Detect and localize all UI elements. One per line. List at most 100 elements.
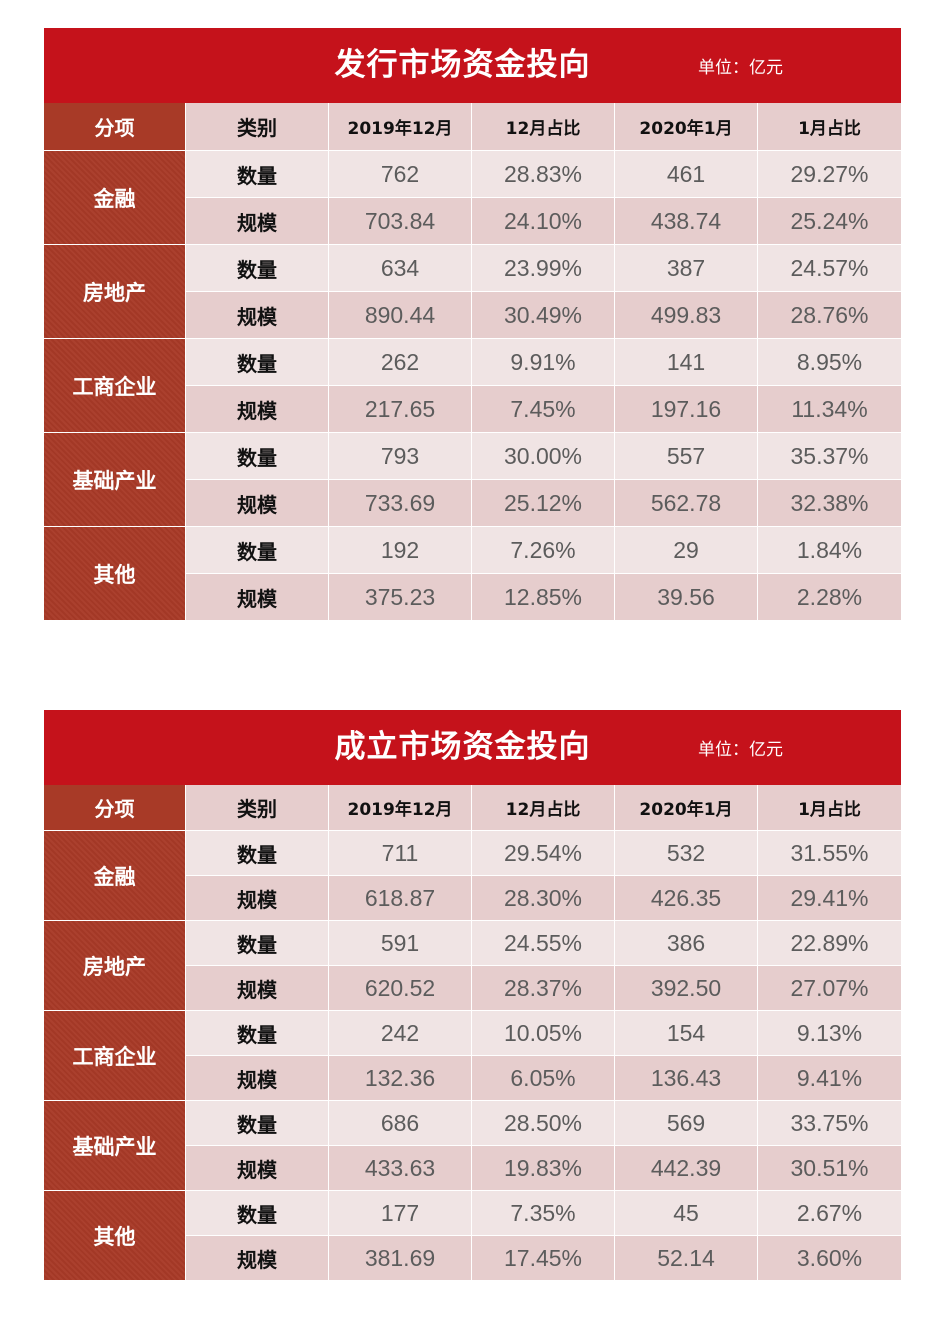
value-cell: 27.07% <box>758 966 901 1011</box>
kind-cell: 数量 <box>186 831 329 876</box>
unit-label: 单位：亿元 <box>698 58 783 78</box>
value-cell: 29.41% <box>758 876 901 921</box>
table-grid: 分项 类别 2019年12月 12月占比 2020年1月 1月占比 金融 数量 711 29.54… <box>44 785 901 1281</box>
value-cell: 686 <box>329 1101 472 1146</box>
value-cell: 711 <box>329 831 472 876</box>
value-cell: 532 <box>615 831 758 876</box>
value-cell: 426.35 <box>615 876 758 921</box>
value-cell: 39.56 <box>615 574 758 621</box>
column-header: 1月占比 <box>758 103 901 151</box>
value-cell: 29.54% <box>472 831 615 876</box>
table-grid: 分项 类别 2019年12月 12月占比 2020年1月 1月占比 金融 数量 762 28.83… <box>44 103 901 621</box>
value-cell: 890.44 <box>329 292 472 339</box>
value-cell: 557 <box>615 433 758 480</box>
value-cell: 12.85% <box>472 574 615 621</box>
value-cell: 28.37% <box>472 966 615 1011</box>
value-cell: 7.35% <box>472 1191 615 1236</box>
value-cell: 9.13% <box>758 1011 901 1056</box>
kind-cell: 规模 <box>186 966 329 1011</box>
value-cell: 217.65 <box>329 386 472 433</box>
value-cell: 703.84 <box>329 198 472 245</box>
kind-cell: 规模 <box>186 480 329 527</box>
value-cell: 197.16 <box>615 386 758 433</box>
value-cell: 45 <box>615 1191 758 1236</box>
table-title: 发行市场资金投向 <box>334 47 591 83</box>
value-cell: 386 <box>615 921 758 966</box>
value-cell: 136.43 <box>615 1056 758 1101</box>
value-cell: 24.55% <box>472 921 615 966</box>
category-cell: 其他 <box>44 1191 186 1281</box>
column-header: 类别 <box>186 103 329 151</box>
kind-cell: 数量 <box>186 1191 329 1236</box>
table-title-bar: 发行市场资金投向 单位：亿元 <box>44 28 901 103</box>
category-cell: 房地产 <box>44 921 186 1011</box>
category-cell: 其他 <box>44 527 186 621</box>
category-cell: 工商企业 <box>44 1011 186 1101</box>
value-cell: 28.83% <box>472 151 615 198</box>
issuance-fund-allocation-table: 发行市场资金投向 单位：亿元 分项 类别 2019年12月 12月占比 2020年1月 1… <box>44 28 901 621</box>
value-cell: 29.27% <box>758 151 901 198</box>
kind-cell: 数量 <box>186 1101 329 1146</box>
value-cell: 9.91% <box>472 339 615 386</box>
value-cell: 30.51% <box>758 1146 901 1191</box>
column-header: 分项 <box>44 103 186 151</box>
value-cell: 6.05% <box>472 1056 615 1101</box>
value-cell: 24.57% <box>758 245 901 292</box>
value-cell: 24.10% <box>472 198 615 245</box>
category-cell: 金融 <box>44 151 186 245</box>
column-header: 2020年1月 <box>615 103 758 151</box>
value-cell: 154 <box>615 1011 758 1056</box>
value-cell: 392.50 <box>615 966 758 1011</box>
value-cell: 762 <box>329 151 472 198</box>
value-cell: 2.67% <box>758 1191 901 1236</box>
value-cell: 29 <box>615 527 758 574</box>
category-cell: 基础产业 <box>44 433 186 527</box>
value-cell: 562.78 <box>615 480 758 527</box>
value-cell: 25.24% <box>758 198 901 245</box>
unit-label: 单位：亿元 <box>698 740 783 760</box>
column-header: 2020年1月 <box>615 785 758 831</box>
value-cell: 499.83 <box>615 292 758 339</box>
category-cell: 基础产业 <box>44 1101 186 1191</box>
kind-cell: 规模 <box>186 876 329 921</box>
value-cell: 9.41% <box>758 1056 901 1101</box>
kind-cell: 规模 <box>186 1056 329 1101</box>
category-cell: 工商企业 <box>44 339 186 433</box>
value-cell: 25.12% <box>472 480 615 527</box>
column-header: 2019年12月 <box>329 103 472 151</box>
value-cell: 618.87 <box>329 876 472 921</box>
value-cell: 438.74 <box>615 198 758 245</box>
value-cell: 793 <box>329 433 472 480</box>
kind-cell: 规模 <box>186 1146 329 1191</box>
kind-cell: 数量 <box>186 527 329 574</box>
category-cell: 房地产 <box>44 245 186 339</box>
kind-cell: 数量 <box>186 245 329 292</box>
value-cell: 381.69 <box>329 1236 472 1281</box>
value-cell: 28.76% <box>758 292 901 339</box>
value-cell: 35.37% <box>758 433 901 480</box>
kind-cell: 数量 <box>186 921 329 966</box>
value-cell: 591 <box>329 921 472 966</box>
value-cell: 31.55% <box>758 831 901 876</box>
value-cell: 10.05% <box>472 1011 615 1056</box>
value-cell: 375.23 <box>329 574 472 621</box>
value-cell: 7.26% <box>472 527 615 574</box>
value-cell: 141 <box>615 339 758 386</box>
value-cell: 22.89% <box>758 921 901 966</box>
value-cell: 620.52 <box>329 966 472 1011</box>
table-title: 成立市场资金投向 <box>334 729 591 765</box>
value-cell: 132.36 <box>329 1056 472 1101</box>
column-header: 1月占比 <box>758 785 901 831</box>
value-cell: 387 <box>615 245 758 292</box>
value-cell: 461 <box>615 151 758 198</box>
value-cell: 192 <box>329 527 472 574</box>
value-cell: 28.50% <box>472 1101 615 1146</box>
value-cell: 1.84% <box>758 527 901 574</box>
column-header: 分项 <box>44 785 186 831</box>
value-cell: 442.39 <box>615 1146 758 1191</box>
column-header: 2019年12月 <box>329 785 472 831</box>
value-cell: 11.34% <box>758 386 901 433</box>
kind-cell: 数量 <box>186 151 329 198</box>
column-header: 12月占比 <box>472 103 615 151</box>
value-cell: 7.45% <box>472 386 615 433</box>
